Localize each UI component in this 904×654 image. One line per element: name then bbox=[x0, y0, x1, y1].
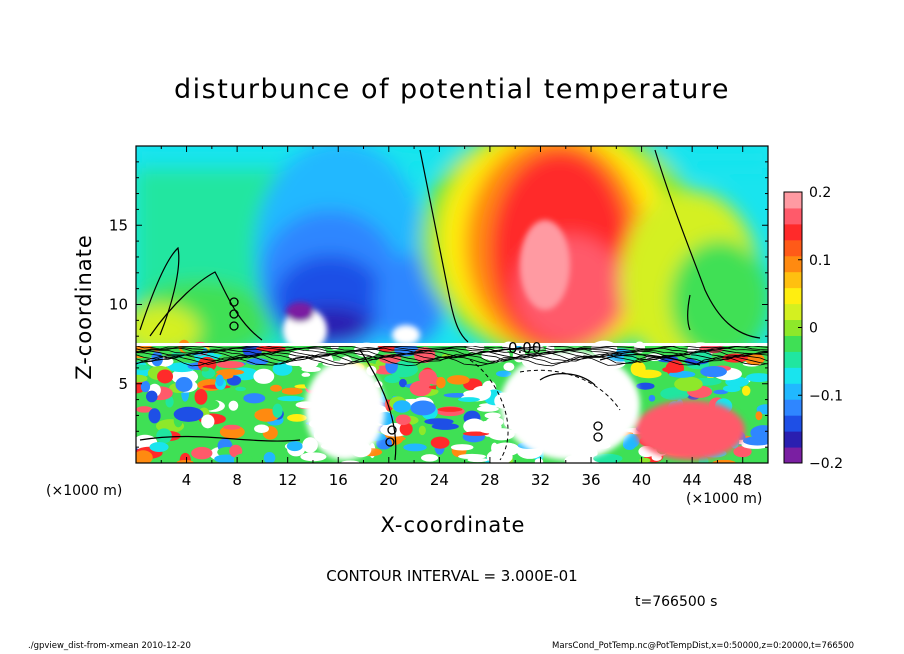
colorbar: 0.2 0.1 0 −0.1 −0.2 bbox=[783, 185, 843, 472]
x-axis: 4 8 12 16 20 24 28 32 36 40 44 48 bbox=[160, 146, 769, 489]
colorbar-swatch bbox=[784, 335, 802, 352]
colorbar-tick-label: −0.2 bbox=[809, 456, 843, 472]
x-tick-label: 36 bbox=[581, 471, 600, 489]
colorbar-swatch bbox=[784, 239, 802, 257]
colorbar-swatch bbox=[784, 351, 802, 368]
footer-script-label: ./gpview_dist-from-xmean 2010-12-20 bbox=[28, 641, 191, 651]
time-label: t=766500 s bbox=[635, 594, 718, 610]
x-axis-label: X-coordinate bbox=[380, 513, 526, 537]
chart-title: disturbunce of potential temperature bbox=[174, 74, 730, 105]
colorbar-swatch bbox=[784, 287, 802, 305]
colorbar-swatch bbox=[784, 255, 802, 273]
x-unit-label-right: (×1000 m) bbox=[686, 491, 763, 507]
x-tick-label: 16 bbox=[329, 471, 348, 489]
x-tick-label: 28 bbox=[480, 471, 499, 489]
colorbar-swatch bbox=[784, 192, 802, 209]
colorbar-swatch bbox=[784, 303, 802, 321]
contour-interval-label: CONTOUR INTERVAL = 3.000E-01 bbox=[326, 567, 578, 585]
x-tick-label: 48 bbox=[733, 471, 752, 489]
y-tick-label: 10 bbox=[109, 296, 128, 314]
colorbar-tick-label: 0.1 bbox=[809, 253, 831, 269]
contour-value-label: 0.00 bbox=[508, 339, 541, 357]
colorbar-swatch bbox=[784, 399, 802, 416]
colorbar-swatch bbox=[784, 431, 802, 448]
footer-source-label: MarsCond_PotTemp.nc@PotTempDist,x=0:5000… bbox=[552, 641, 854, 651]
colorbar-swatch bbox=[784, 271, 802, 289]
colorbar-tick-label: 0.2 bbox=[809, 185, 831, 201]
y-axis: 5 10 15 bbox=[109, 161, 768, 448]
y-tick-label: 15 bbox=[109, 216, 128, 234]
x-tick-label: 24 bbox=[430, 471, 449, 489]
colorbar-swatch bbox=[784, 319, 802, 336]
colorbar-swatch bbox=[784, 223, 802, 241]
x-tick-label: 4 bbox=[182, 471, 192, 489]
colorbar-swatch bbox=[784, 383, 802, 400]
x-tick-label: 40 bbox=[632, 471, 651, 489]
colorbar-swatch bbox=[784, 447, 802, 464]
y-tick-label: 5 bbox=[118, 375, 128, 393]
heatmap-field bbox=[136, 146, 768, 463]
colorbar-tick-label: 0 bbox=[809, 321, 818, 337]
x-tick-label: 12 bbox=[278, 471, 297, 489]
x-unit-label-left: (×1000 m) bbox=[46, 483, 123, 499]
colorbar-tick-label: −0.1 bbox=[809, 388, 843, 404]
colorbar-swatch bbox=[784, 415, 802, 432]
x-tick-label: 20 bbox=[379, 471, 398, 489]
x-tick-label: 32 bbox=[531, 471, 550, 489]
colorbar-swatch bbox=[784, 367, 802, 384]
colorbar-swatch bbox=[784, 207, 802, 225]
x-tick-label: 8 bbox=[232, 471, 242, 489]
x-tick-label: 44 bbox=[683, 471, 702, 489]
